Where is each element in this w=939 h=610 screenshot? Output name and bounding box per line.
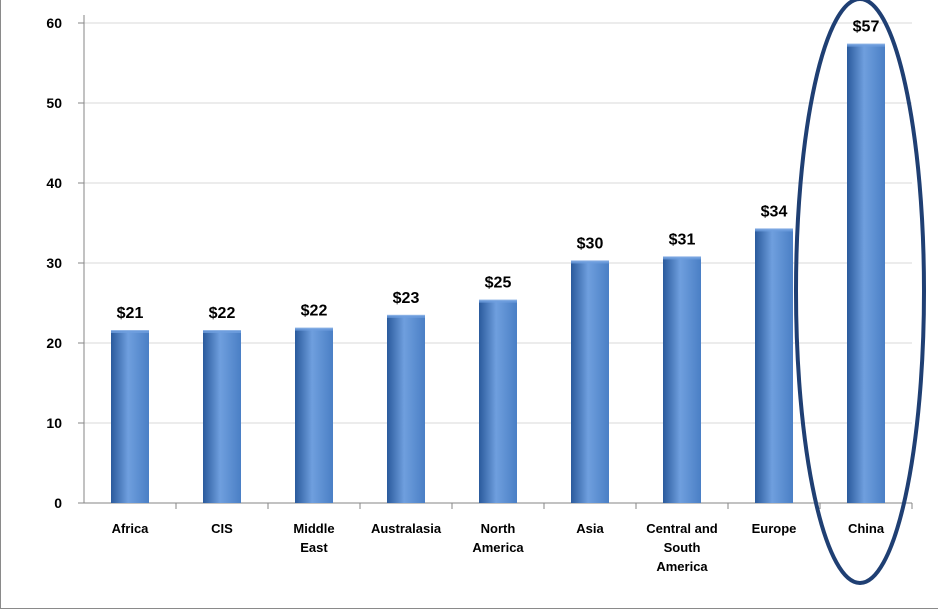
bar-africa [111, 331, 149, 503]
y-tick-label: 60 [46, 15, 62, 31]
y-tick-label: 50 [46, 95, 62, 111]
bar-top-highlight [663, 256, 701, 260]
category-label: Australasia [371, 521, 442, 536]
bar-top-highlight [295, 327, 333, 331]
bar-central-and-south-america [663, 257, 701, 503]
bar-top-highlight [111, 330, 149, 333]
y-tick-label: 10 [46, 415, 62, 431]
category-label: Central and [646, 521, 718, 536]
bar-top-highlight [479, 299, 517, 303]
bar-top-highlight [387, 314, 425, 318]
y-tick-label: 40 [46, 175, 62, 191]
category-label: East [300, 540, 328, 555]
data-label: $34 [761, 203, 788, 220]
category-label: North [481, 521, 516, 536]
bar-top-highlight [755, 228, 793, 232]
data-label: $57 [853, 19, 880, 36]
y-tick-label: 20 [46, 335, 62, 351]
category-label: Europe [752, 521, 797, 536]
bar-cis [203, 331, 241, 503]
category-label: CIS [211, 521, 233, 536]
bar-china [847, 44, 885, 503]
bar-middle-east [295, 328, 333, 503]
data-label: $31 [669, 231, 696, 248]
data-label: $30 [577, 235, 604, 252]
category-label: Africa [112, 521, 150, 536]
bar-top-highlight [571, 260, 609, 264]
bars [111, 43, 885, 503]
data-label: $22 [301, 303, 328, 320]
bar-asia [571, 261, 609, 503]
y-tick-label: 30 [46, 255, 62, 271]
data-label: $23 [393, 290, 420, 307]
bar-north-america [479, 300, 517, 503]
labels: 0 10 20 30 40 50 60 $21 Africa $22 CIS $22 Middle Eas… [46, 15, 884, 574]
bar-australasia [387, 315, 425, 503]
category-label: America [472, 540, 524, 555]
category-label: China [848, 521, 885, 536]
y-tick-label: 0 [54, 495, 62, 511]
highlight-overlay [794, 0, 926, 585]
bar-top-highlight [847, 43, 885, 47]
data-label: $25 [485, 275, 512, 292]
bar-europe [755, 229, 793, 503]
data-label: $22 [209, 305, 236, 322]
category-label: South [664, 540, 701, 555]
category-label: America [656, 559, 708, 574]
bar-top-highlight [203, 330, 241, 333]
category-label: Middle [293, 521, 334, 536]
highlight-ellipse [794, 0, 926, 585]
category-label: Asia [576, 521, 604, 536]
data-label: $21 [117, 305, 144, 322]
